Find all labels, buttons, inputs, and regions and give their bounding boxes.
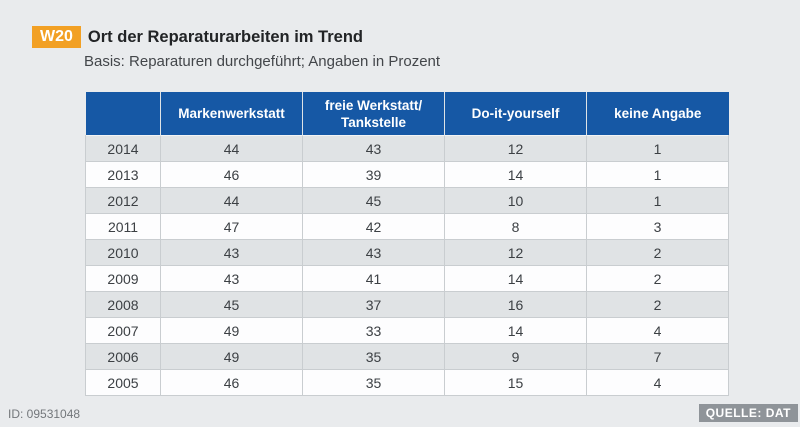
table-cell: 2 (586, 291, 729, 318)
row-year-cell: 2005 (85, 369, 161, 396)
row-year-cell: 2008 (85, 291, 161, 318)
figure-id-label: ID: 09531048 (8, 407, 81, 421)
row-year-cell: 2010 (85, 239, 161, 266)
table-cell: 7 (586, 343, 729, 370)
table-cell: 46 (160, 161, 303, 188)
table-row: 2009 43 41 14 2 (85, 265, 729, 292)
table-cell: 12 (444, 135, 587, 162)
table-cell: 46 (160, 369, 303, 396)
table-cell: 44 (160, 135, 303, 162)
table-cell: 1 (586, 161, 729, 188)
table-cell: 4 (586, 317, 729, 344)
table-cell: 12 (444, 239, 587, 266)
table-row: 2006 49 35 9 7 (85, 343, 729, 370)
table-cell: 43 (160, 239, 303, 266)
title-block: W20 Ort der Reparaturarbeiten im Trend (32, 26, 363, 48)
column-header: Do-it-yourself (444, 92, 587, 136)
table-cell: 16 (444, 291, 587, 318)
table-cell: 10 (444, 187, 587, 214)
table-cell: 39 (302, 161, 445, 188)
table-cell: 44 (160, 187, 303, 214)
table-cell: 8 (444, 213, 587, 240)
table-row: 2013 46 39 14 1 (85, 161, 729, 188)
table-cell: 35 (302, 369, 445, 396)
row-year-cell: 2007 (85, 317, 161, 344)
data-table: Markenwerkstatt freie Werkstatt/ Tankstel… (85, 92, 729, 396)
source-badge: QUELLE: DAT (698, 404, 798, 422)
table-cell: 1 (586, 135, 729, 162)
table-cell: 43 (160, 265, 303, 292)
row-year-cell: 2013 (85, 161, 161, 188)
table-row: 2012 44 45 10 1 (85, 187, 729, 214)
column-header-year (85, 92, 161, 136)
row-year-cell: 2014 (85, 135, 161, 162)
table-cell: 33 (302, 317, 445, 344)
figure-number-badge: W20 (32, 26, 81, 48)
table-cell: 4 (586, 369, 729, 396)
table-row: 2005 46 35 15 4 (85, 369, 729, 396)
table-cell: 3 (586, 213, 729, 240)
table-cell: 45 (302, 187, 445, 214)
table-cell: 1 (586, 187, 729, 214)
row-year-cell: 2009 (85, 265, 161, 292)
column-header: freie Werkstatt/ Tankstelle (302, 92, 445, 136)
row-year-cell: 2006 (85, 343, 161, 370)
table-row: 2010 43 43 12 2 (85, 239, 729, 266)
table-cell: 2 (586, 265, 729, 292)
header-row: Markenwerkstatt freie Werkstatt/ Tankstel… (85, 92, 729, 136)
page-subtitle: Basis: Reparaturen durchgeführt; Angaben… (84, 53, 441, 70)
table-cell: 37 (302, 291, 445, 318)
table-cell: 41 (302, 265, 445, 292)
row-year-cell: 2011 (85, 213, 161, 240)
row-year-cell: 2012 (85, 187, 161, 214)
table-row: 2011 47 42 8 3 (85, 213, 729, 240)
table-cell: 49 (160, 317, 303, 344)
table-cell: 45 (160, 291, 303, 318)
column-header: keine Angabe (586, 92, 729, 136)
table-body: 2014 44 43 12 1 2013 46 39 14 1 2012 44 45 10 1 2011 47 4… (85, 135, 729, 396)
table-cell: 47 (160, 213, 303, 240)
page-title: Ort der Reparaturarbeiten im Trend (87, 28, 363, 46)
table-cell: 42 (302, 213, 445, 240)
table-cell: 35 (302, 343, 445, 370)
column-header: Markenwerkstatt (160, 92, 303, 136)
table-cell: 43 (302, 135, 445, 162)
table-cell: 15 (444, 369, 587, 396)
table-cell: 14 (444, 317, 587, 344)
table-cell: 49 (160, 343, 303, 370)
table-row: 2007 49 33 14 4 (85, 317, 729, 344)
table-row: 2008 45 37 16 2 (85, 291, 729, 318)
table-cell: 14 (444, 265, 587, 292)
table-cell: 9 (444, 343, 587, 370)
table-cell: 2 (586, 239, 729, 266)
table-cell: 14 (444, 161, 587, 188)
table-row: 2014 44 43 12 1 (85, 135, 729, 162)
table-cell: 43 (302, 239, 445, 266)
